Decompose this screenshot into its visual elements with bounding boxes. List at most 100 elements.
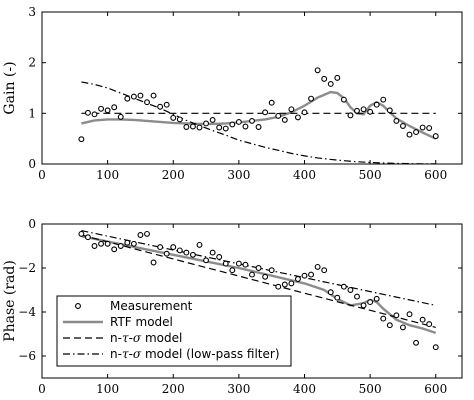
phase-measurement-point xyxy=(406,311,413,318)
gain-measurement-point xyxy=(249,117,255,124)
gain-measurement-point xyxy=(91,111,98,118)
phase-x-tick-label: 600 xyxy=(424,382,447,396)
phase-measurement-point xyxy=(157,244,164,251)
phase-measurement-point xyxy=(98,240,105,247)
phase-measurement-point xyxy=(340,283,347,290)
gain-measurement-point xyxy=(406,131,413,138)
phase-measurement-point xyxy=(386,322,393,329)
gain-measurement-point xyxy=(255,124,262,130)
gain-measurement-points xyxy=(78,67,439,143)
gain-measurement-point xyxy=(340,96,347,103)
phase-measurement-point xyxy=(308,271,315,278)
phase-measurement-point xyxy=(281,281,288,288)
phase-measurement-point xyxy=(176,247,183,254)
legend-measurement-marker xyxy=(75,303,81,309)
gain-measurement-point xyxy=(176,116,183,123)
phase-measurement-point xyxy=(78,230,85,237)
gain-measurement-point xyxy=(111,104,118,111)
phase-measurement-point xyxy=(216,254,223,260)
gain-measurement-point xyxy=(281,116,288,123)
phase-x-tick-label: 400 xyxy=(293,382,316,396)
gain-measurement-point xyxy=(98,105,105,112)
phase-measurement-point xyxy=(163,250,170,257)
gain-measurement-point xyxy=(262,109,269,116)
phase-measurement-point xyxy=(314,263,321,270)
gain-measurement-point xyxy=(347,112,354,119)
phase-measurement-point xyxy=(137,232,144,238)
gain-measurement-point xyxy=(308,95,315,102)
phase-measurement-point xyxy=(203,257,210,264)
phase-measurement-point xyxy=(117,243,124,249)
phase-measurement-point xyxy=(150,259,157,266)
gain-measurement-point xyxy=(268,99,275,106)
phase-measurement-point xyxy=(189,251,196,258)
gain-measurement-point xyxy=(222,125,229,132)
gain-y-tick-label: 0 xyxy=(28,157,36,171)
gain-nts-lowpass-model-line xyxy=(81,81,436,165)
gain-measurement-point xyxy=(229,121,236,128)
gain-measurement-point xyxy=(354,107,360,114)
phase-lines xyxy=(81,230,437,335)
phase-nts-lowpass-model-line xyxy=(81,230,436,306)
phase-measurement-point xyxy=(301,272,308,279)
gain-x-tick-label: 300 xyxy=(227,168,250,182)
legend-nts-lowpass-label: n-τ-σ model (low-pass filter) xyxy=(110,347,280,361)
gain-measurement-point xyxy=(117,113,124,120)
gain-x-tick-label: 100 xyxy=(96,168,119,182)
gain-measurement-point xyxy=(426,125,433,131)
gain-measurement-point xyxy=(137,92,144,99)
gain-x-tick-label: 500 xyxy=(359,168,382,182)
phase-x-tick-label: 300 xyxy=(227,382,250,396)
phase-measurement-point xyxy=(347,287,354,293)
gain-measurement-point xyxy=(275,112,282,119)
gain-x-tick-label: 600 xyxy=(424,168,447,182)
gain-measurement-point xyxy=(367,108,374,115)
gain-lines xyxy=(81,81,437,165)
phase-measurement-point xyxy=(196,241,203,248)
phase-panel: 0 100 200 300 400 500 600 0 −2 −4 −6 Phase (rad) M… xyxy=(2,217,463,396)
phase-measurement-point xyxy=(334,294,341,301)
gain-x-tick-label: 200 xyxy=(162,168,185,182)
gain-plot-frame xyxy=(41,11,463,165)
gain-panel: 0 100 200 300 400 500 600 0 1 2 3 Gain (-) xyxy=(2,5,463,182)
gain-measurement-point xyxy=(380,96,387,103)
phase-y-tick-label: −2 xyxy=(18,261,36,275)
gain-measurement-point xyxy=(242,123,249,130)
gain-measurement-point xyxy=(419,124,426,131)
phase-measurement-point xyxy=(393,312,400,319)
phase-measurement-point xyxy=(432,344,439,351)
gain-measurement-point xyxy=(170,114,177,121)
gain-measurement-point xyxy=(327,80,334,87)
gain-measurement-point xyxy=(104,107,111,114)
gain-y-tick-label: 1 xyxy=(28,106,36,120)
gain-measurement-point xyxy=(203,120,210,127)
phase-measurement-point xyxy=(275,283,282,290)
legend-measurement-label: Measurement xyxy=(110,299,193,313)
phase-y-tick-label: 0 xyxy=(28,217,36,231)
phase-y-axis-label: Phase (rad) xyxy=(2,260,18,342)
phase-x-tick-label: 0 xyxy=(38,382,46,396)
phase-measurement-point xyxy=(111,246,118,253)
gain-measurement-point xyxy=(150,92,157,99)
phase-x-tick-label: 200 xyxy=(162,382,185,396)
gain-measurement-point xyxy=(216,124,223,131)
gain-measurement-point xyxy=(321,75,328,82)
gain-y-tick-label: 2 xyxy=(28,56,36,70)
gain-x-tick-label: 0 xyxy=(38,168,46,182)
gain-measurement-point xyxy=(314,67,321,74)
gain-measurement-point xyxy=(78,136,85,143)
gain-measurement-point xyxy=(209,116,216,123)
phase-measurement-point xyxy=(249,271,255,278)
legend-rtf-label: RTF model xyxy=(110,315,173,329)
phase-measurement-point xyxy=(84,234,91,241)
phase-measurement-point xyxy=(91,243,98,249)
phase-measurement-point xyxy=(242,261,249,268)
phase-measurement-point xyxy=(170,244,177,251)
phase-measurement-point xyxy=(321,267,328,274)
gain-measurement-point xyxy=(393,117,400,124)
phase-measurement-point xyxy=(426,321,433,328)
phase-measurement-point xyxy=(360,302,367,309)
phase-measurement-point xyxy=(327,289,334,296)
phase-measurement-point xyxy=(209,249,216,256)
phase-measurement-point xyxy=(255,265,262,271)
